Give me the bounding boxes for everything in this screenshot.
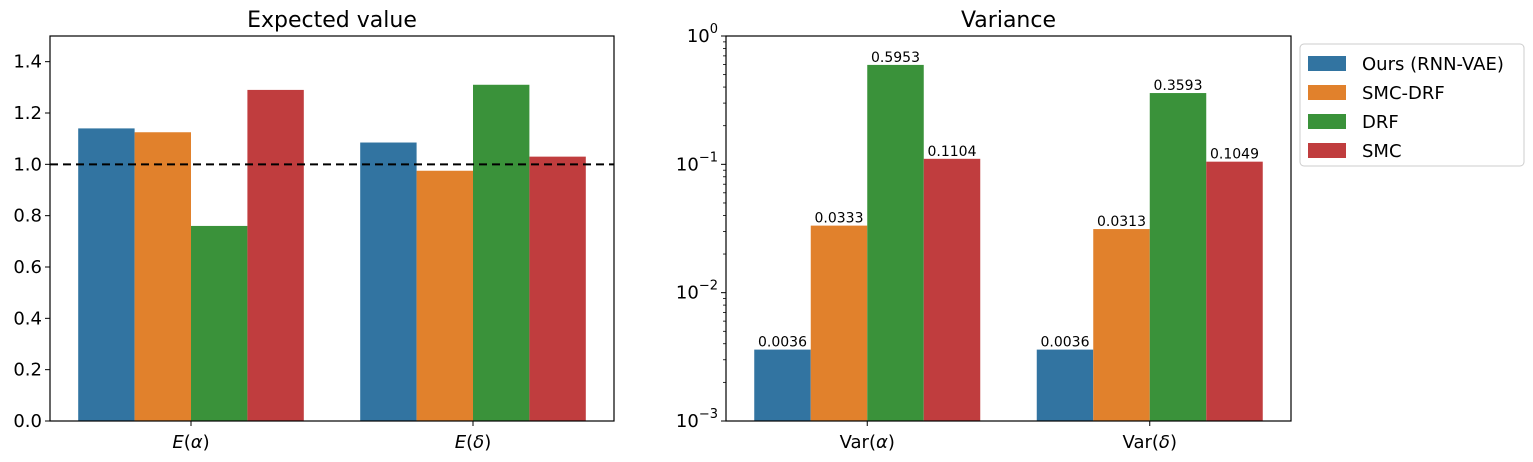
legend-swatch-ours-rnn-vae xyxy=(1308,56,1346,71)
chart-title: Variance xyxy=(961,8,1056,33)
x-tick-label: E(α) xyxy=(172,432,209,453)
bar-ours-rnn-vae-1 xyxy=(754,349,811,421)
bar-ours-rnn-vae-2 xyxy=(1036,349,1094,421)
legend-swatch-smc-drf xyxy=(1308,85,1346,100)
y-tick-label: 1.0 xyxy=(13,154,42,175)
y-tick-label: 0.8 xyxy=(13,206,42,227)
expected-value-panel: Expected value 0.0 0.2 0.4 0.6 0.8 1.0 1.2 1.4 E(… xyxy=(13,8,615,453)
bar-smc-drf-1 xyxy=(134,132,191,421)
data-label: 0.0036 xyxy=(758,335,807,351)
y-tick-label: 0.0 xyxy=(13,411,42,432)
bar-ours-rnn-vae-1 xyxy=(78,128,135,421)
variance-panel: Variance 0.0036 0.0036 0.0333 0.0313 0.5953 0.… xyxy=(676,8,1292,453)
bar-smc-2 xyxy=(529,156,586,421)
x-tick-label: E(δ) xyxy=(455,432,491,453)
chart-title: Expected value xyxy=(247,8,417,33)
x-tick-label: Var(α) xyxy=(840,432,895,453)
bar-smc-1 xyxy=(247,89,304,422)
bar-smc-drf-2 xyxy=(416,170,473,421)
data-label: 0.3593 xyxy=(1154,78,1203,94)
data-label: 0.0313 xyxy=(1097,214,1146,230)
legend-label-ours-rnn-vae: Ours (RNN-VAE) xyxy=(1362,54,1504,75)
y-tick-label: 1.2 xyxy=(13,103,42,124)
legend-label-drf: DRF xyxy=(1362,112,1399,133)
plot-frame xyxy=(725,35,1292,422)
legend-box xyxy=(1299,43,1525,167)
legend-swatch-drf xyxy=(1308,114,1346,129)
bar-smc-drf-1 xyxy=(810,225,868,421)
y-tick-label: 10−2 xyxy=(676,279,718,304)
y-tick-label: 0.4 xyxy=(13,308,42,329)
y-tick-label: 0.2 xyxy=(13,360,42,381)
x-tick-label: Var(δ) xyxy=(1123,432,1177,453)
y-tick-label: 10−3 xyxy=(676,407,718,432)
y-tick-label: 0.6 xyxy=(13,257,42,278)
data-label: 0.1104 xyxy=(928,144,977,160)
bar-smc-1 xyxy=(923,158,981,421)
bar-smc-2 xyxy=(1206,161,1263,421)
bar-drf-2 xyxy=(1149,93,1207,422)
plot-frame xyxy=(49,35,615,422)
legend-swatch-smc xyxy=(1308,143,1346,158)
data-label: 0.0333 xyxy=(815,211,864,227)
bar-drf-1 xyxy=(867,64,924,421)
bar-drf-2 xyxy=(473,84,530,422)
y-tick-label: 1.4 xyxy=(13,52,42,73)
legend-label-smc-drf: SMC-DRF xyxy=(1362,83,1445,104)
y-tick-label: 100 xyxy=(687,22,718,47)
data-label: 0.5953 xyxy=(871,50,920,66)
data-label: 0.0036 xyxy=(1041,335,1090,351)
data-label: 0.1049 xyxy=(1210,147,1259,163)
legend-label-smc: SMC xyxy=(1362,141,1402,162)
bar-ours-rnn-vae-2 xyxy=(360,142,417,421)
legend: Ours (RNN-VAE) SMC-DRF DRF SMC xyxy=(1299,43,1525,167)
bar-smc-drf-2 xyxy=(1093,229,1150,421)
bar-drf-1 xyxy=(191,225,248,421)
y-tick-label: 10−1 xyxy=(676,150,718,175)
